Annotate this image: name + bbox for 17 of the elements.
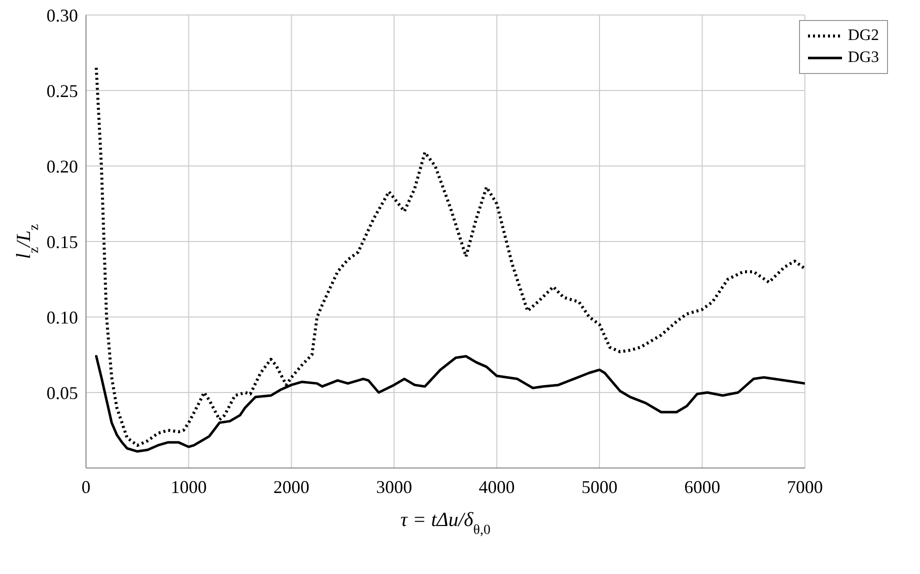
x-tick-label: 1000 <box>170 476 207 497</box>
y-tick-label: 0.30 <box>46 5 78 26</box>
x-tick-label: 7000 <box>786 476 823 497</box>
x-tick-label: 4000 <box>478 476 515 497</box>
y-tick-label: 0.25 <box>46 80 78 101</box>
y-tick-label: 0.20 <box>46 156 78 176</box>
legend-label: DG2 <box>848 26 879 46</box>
legend-label: DG3 <box>848 48 879 68</box>
y-tick-label: 0.10 <box>46 307 78 328</box>
x-tick-label: 6000 <box>684 476 720 497</box>
x-tick-label: 2000 <box>273 476 310 497</box>
x-tick-label: 3000 <box>376 476 412 497</box>
y-tick-label: 0.15 <box>46 232 78 252</box>
x-tick-label: 0 <box>82 476 90 497</box>
x-axis-title: τ = tΔu/δ$_{θ,0}$ <box>400 509 490 538</box>
x-tick-label: 5000 <box>581 476 618 497</box>
y-tick-label: 0.05 <box>46 382 78 403</box>
